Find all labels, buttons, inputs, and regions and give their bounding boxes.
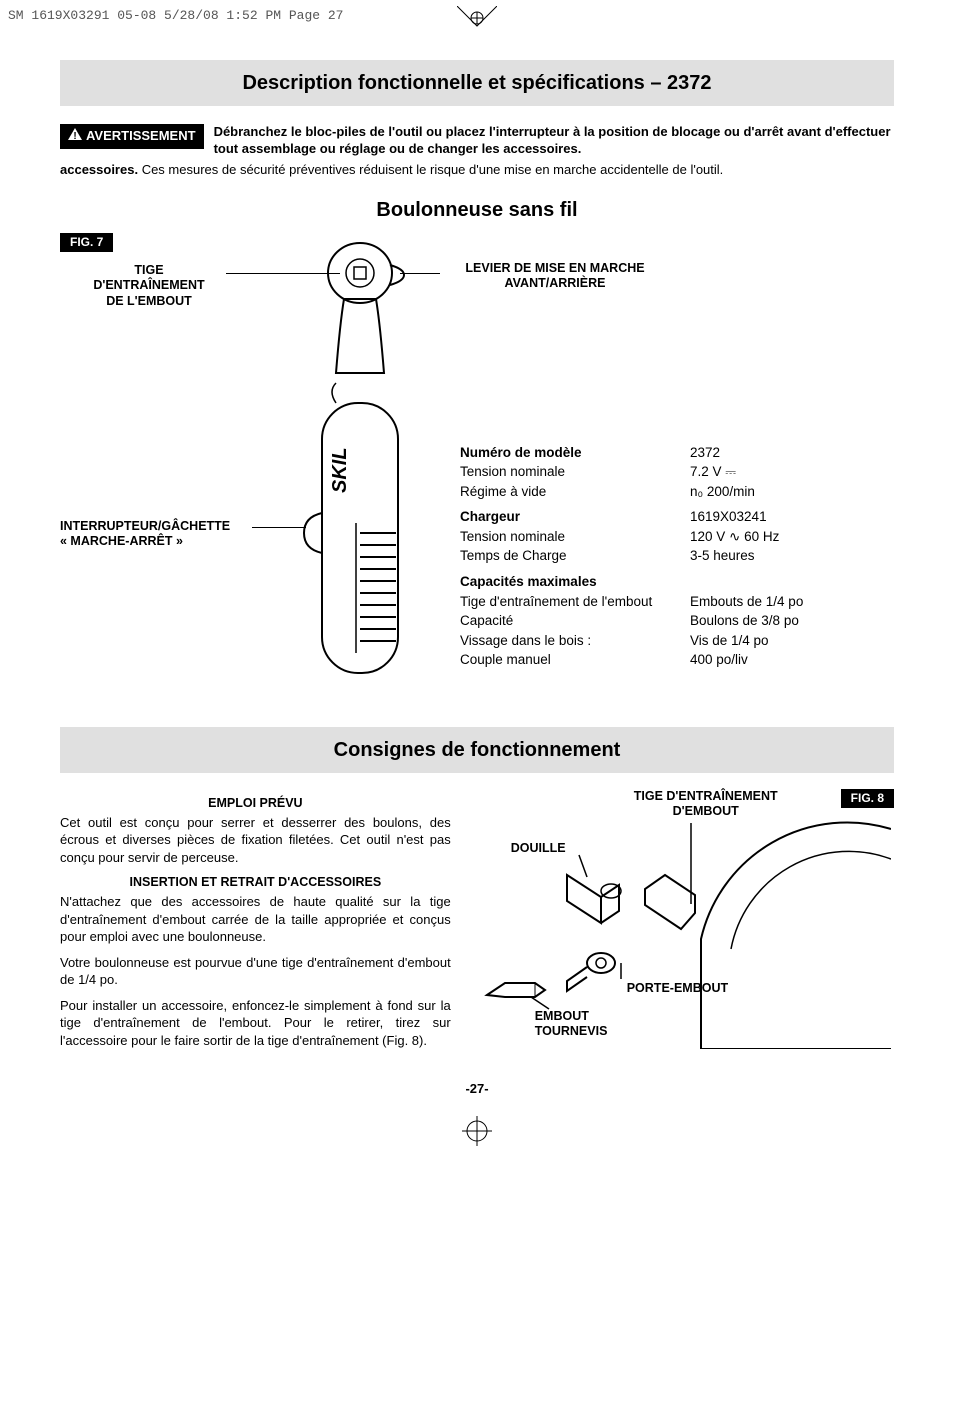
leader-tige [226, 273, 340, 275]
ratchet-tool-illustration: SKIL [250, 233, 430, 703]
figure-7-container: FIG. 7 SKIL TIG [60, 233, 894, 703]
print-header-stamp: SM 1619X03291 05-08 5/28/08 1:52 PM Page… [8, 8, 343, 25]
spec-tigeentr-v: Embouts de 1/4 po [690, 592, 803, 612]
spec-tension-k: Tension nominale [460, 462, 690, 482]
leader-levier [400, 273, 440, 275]
warning-badge-text: AVERTISSEMENT [86, 128, 196, 145]
svg-text:!: ! [73, 131, 76, 140]
warning-row: ! AVERTISSEMENT Débranchez le bloc-piles… [60, 124, 894, 158]
fig7-tag: FIG. 7 [60, 233, 113, 253]
registration-mark-bottom [60, 1116, 894, 1150]
label-fig8-embout: EMBOUTTOURNEVIS [535, 1009, 608, 1040]
para-emploi: Cet outil est conçu pour serrer et desse… [60, 814, 451, 867]
spec-chargeur-v: 1619X03241 [690, 507, 767, 527]
fig8-illustration [471, 789, 891, 1049]
warning-triangle-icon: ! [68, 128, 82, 145]
spec-temps-v: 3-5 heures [690, 546, 755, 566]
subheading-boulonneuse: Boulonneuse sans fil [60, 197, 894, 223]
spec-temps-k: Temps de Charge [460, 546, 690, 566]
warning-text: Débranchez le bloc-piles de l'outil ou p… [214, 124, 894, 158]
spec-vissage-v: Vis de 1/4 po [690, 631, 769, 651]
heading-emploi: EMPLOI PRÉVU [60, 795, 451, 812]
fig8-tag: FIG. 8 [841, 789, 894, 809]
figure-8-container: FIG. 8 TIGE D'ENTRAÎNEMENTD'EMBOUT DOUIL… [471, 789, 894, 1058]
spec-ctension-k: Tension nominale [460, 527, 690, 547]
two-column-row: EMPLOI PRÉVU Cet outil est conçu pour se… [60, 789, 894, 1058]
spec-tension-v: 7.2 V ⎓ [690, 462, 736, 482]
spec-model-v: 2372 [690, 443, 720, 463]
page-fold-mark [457, 6, 497, 40]
spec-capacite-v: Boulons de 3/8 po [690, 611, 799, 631]
spec-couple-k: Couple manuel [460, 650, 690, 670]
label-fig8-porte: PORTE-EMBOUT [627, 981, 728, 997]
warning-tail-text: Ces mesures de sécurité préventives rédu… [138, 162, 723, 177]
para-insertion-3: Pour installer un accessoire, enfoncez-l… [60, 997, 451, 1050]
spec-regime-k: Régime à vide [460, 482, 690, 502]
spec-capacite-k: Capacité [460, 611, 690, 631]
spec-couple-v: 400 po/liv [690, 650, 748, 670]
spec-block: Numéro de modèle2372 Tension nominale7.2… [460, 443, 803, 670]
spec-vissage-k: Vissage dans le bois : [460, 631, 690, 651]
label-fig8-tige: TIGE D'ENTRAÎNEMENTD'EMBOUT [611, 789, 801, 820]
heading-insertion: INSERTION ET RETRAIT D'ACCESSOIRES [60, 874, 451, 891]
spec-ctension-v: 120 V ∿ 60 Hz [690, 527, 779, 547]
spec-chargeur-k: Chargeur [460, 509, 520, 524]
spec-tigeentr-k: Tige d'entraînement de l'embout [460, 592, 690, 612]
warning-tail: accessoires. Ces mesures de sécurité pré… [60, 162, 894, 179]
label-interrupteur: INTERRUPTEUR/GÂCHETTE« MARCHE-ARRÊT » [60, 519, 250, 550]
para-insertion-1: N'attachez que des accessoires de haute … [60, 893, 451, 946]
label-tige: TIGED'ENTRAÎNEMENTDE L'EMBOUT [74, 263, 224, 310]
leader-interrupteur [252, 527, 306, 529]
warning-bold: Débranchez le bloc-piles de l'outil ou p… [214, 124, 891, 156]
warning-badge: ! AVERTISSEMENT [60, 124, 204, 149]
left-text-column: EMPLOI PRÉVU Cet outil est conçu pour se… [60, 789, 451, 1058]
page-number: -27- [60, 1081, 894, 1098]
svg-text:SKIL: SKIL [329, 447, 351, 493]
section-title-description: Description fonctionnelle et spécificati… [60, 60, 894, 106]
para-insertion-2: Votre boulonneuse est pourvue d'une tige… [60, 954, 451, 989]
label-fig8-douille: DOUILLE [511, 841, 566, 857]
section-title-consignes: Consignes de fonctionnement [60, 727, 894, 773]
spec-capmax: Capacités maximales [460, 574, 597, 589]
label-levier: LEVIER DE MISE EN MARCHEAVANT/ARRIÈRE [440, 261, 670, 292]
spec-regime-v: n₀ 200/min [690, 482, 755, 502]
spec-model-k: Numéro de modèle [460, 445, 582, 460]
